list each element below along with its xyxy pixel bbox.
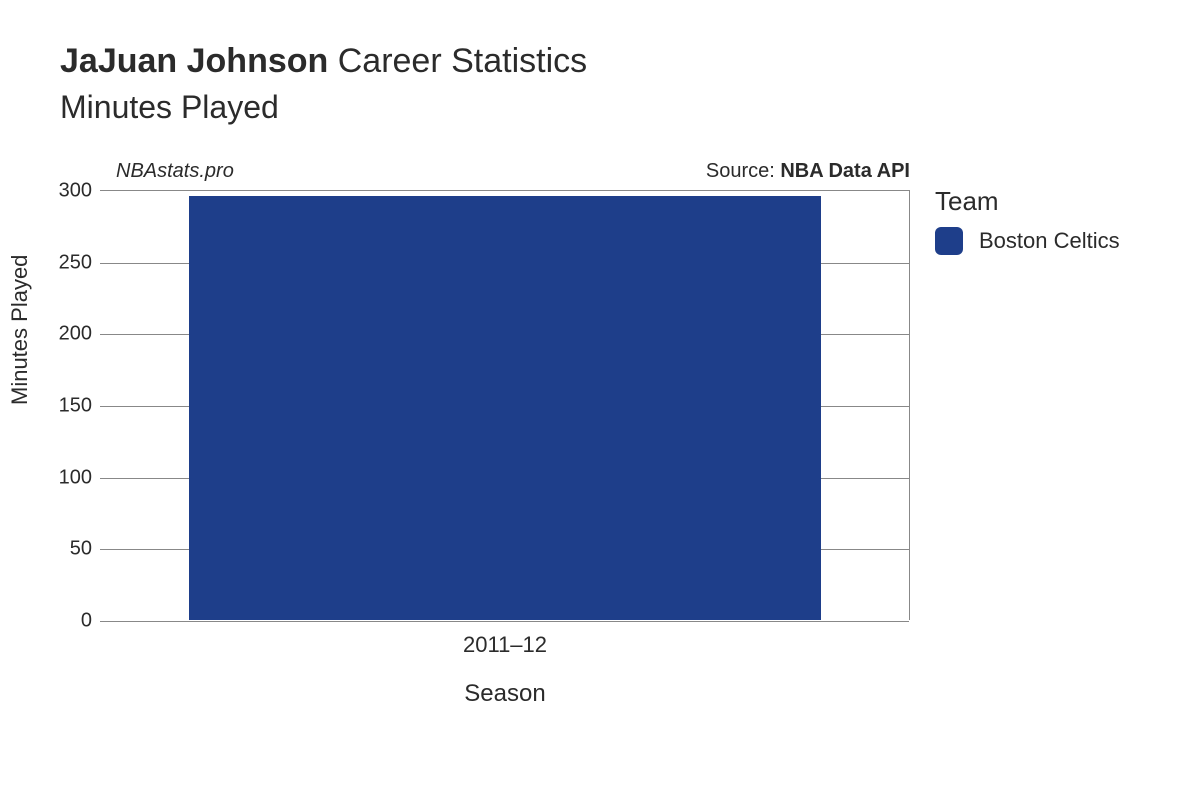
legend-swatch <box>935 227 963 255</box>
chart-container: JaJuan Johnson Career Statistics Minutes… <box>0 0 1200 800</box>
y-tick-label: 250 <box>59 251 100 274</box>
chart-title: JaJuan Johnson Career Statistics <box>60 40 587 83</box>
source-credit: Source: NBA Data API <box>706 160 910 183</box>
source-prefix: Source: <box>706 160 780 182</box>
legend: Team Boston Celtics <box>935 186 1120 255</box>
source-name: NBA Data API <box>780 160 910 182</box>
legend-item: Boston Celtics <box>935 227 1120 255</box>
bar <box>189 196 821 620</box>
y-tick-label: 300 <box>59 180 100 203</box>
meta-row: NBAstats.pro Source: NBA Data API <box>100 160 910 184</box>
plot-area: 0501001502002503002011–12 <box>100 190 910 620</box>
player-name: JaJuan Johnson <box>60 42 328 80</box>
y-tick-label: 100 <box>59 466 100 489</box>
chart-subtitle: Minutes Played <box>60 87 587 127</box>
stat-label: Career Statistics <box>338 42 587 80</box>
site-credit: NBAstats.pro <box>116 160 234 183</box>
legend-title: Team <box>935 186 1120 217</box>
y-tick-label: 0 <box>81 610 100 633</box>
x-axis-label: Season <box>464 680 545 708</box>
y-tick-label: 150 <box>59 395 100 418</box>
y-axis-label: Minutes Played <box>7 255 33 405</box>
y-tick-label: 200 <box>59 323 100 346</box>
x-tick-label: 2011–12 <box>463 620 547 658</box>
legend-label: Boston Celtics <box>979 228 1120 254</box>
title-block: JaJuan Johnson Career Statistics Minutes… <box>60 40 587 127</box>
y-tick-label: 50 <box>70 538 100 561</box>
